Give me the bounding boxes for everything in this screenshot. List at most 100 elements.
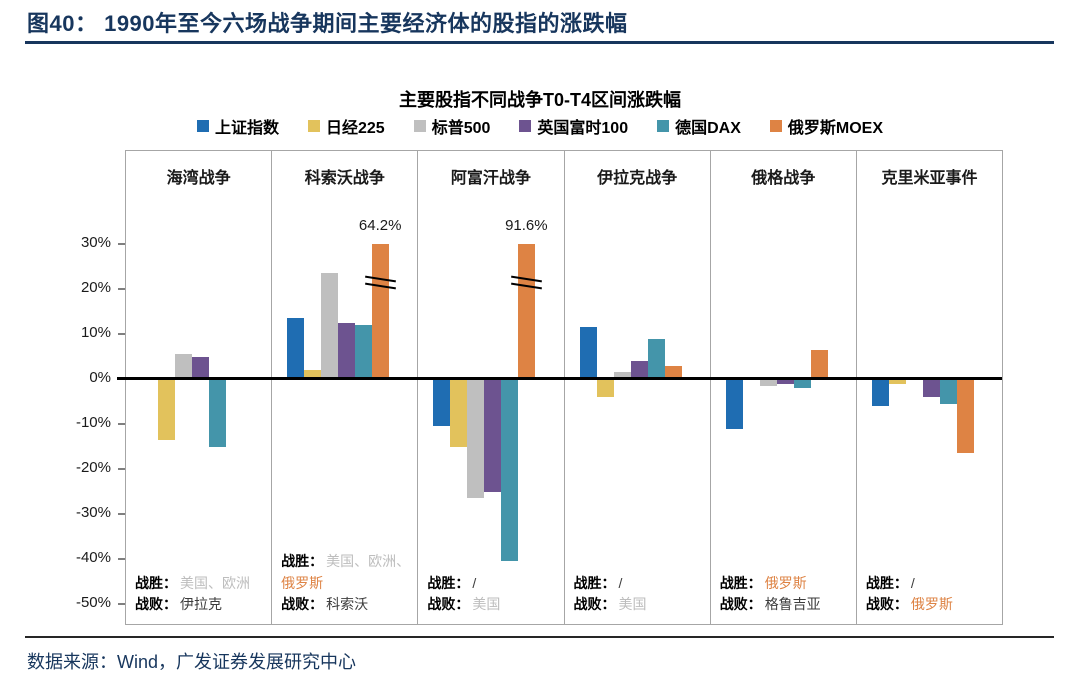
outcome-label: 战胜：	[135, 574, 177, 591]
bar-series-0	[725, 379, 743, 429]
legend-item-series-3: 英国富时100	[519, 114, 628, 138]
outcome-value: 美国	[472, 596, 501, 613]
outcome-label: 战胜：	[719, 574, 762, 591]
outcome-value: 格鲁吉亚	[764, 596, 821, 613]
war-title: 伊拉克战争	[597, 170, 678, 187]
bar-series-1	[450, 379, 468, 447]
bar-series-4	[355, 325, 373, 379]
war-outcome-annotation: 战胜： / 战败： 美国	[427, 573, 559, 616]
outcome-value: 美国	[618, 596, 647, 613]
war-panel-1: 科索沃战争 64.2% 战胜： 美国、欧洲、俄罗斯 战败： 科索沃	[272, 151, 419, 624]
bar-value-label: 91.6%	[505, 217, 548, 234]
outcome-defeated: 战败： 美国	[574, 594, 706, 616]
legend-label: 德国DAX	[675, 120, 741, 137]
y-tick-mark	[118, 288, 125, 290]
outcome-label: 战胜：	[281, 552, 324, 569]
figure-title: 图40： 1990年至今六场战争期间主要经济体的股指的涨跌幅	[27, 11, 628, 36]
outcome-label: 战败：	[573, 596, 616, 613]
outcome-label: 战败：	[427, 596, 470, 613]
outcome-value: 科索沃	[326, 596, 369, 613]
bar-series-1	[158, 379, 175, 440]
outcome-victor: 战胜： /	[427, 573, 559, 595]
bar-series-4	[209, 379, 226, 447]
y-tick-mark	[118, 243, 125, 245]
outcome-label: 战败：	[135, 596, 177, 613]
war-outcome-annotation: 战胜： 俄罗斯 战败： 格鲁吉亚	[720, 573, 852, 616]
legend-label: 上证指数	[214, 120, 279, 137]
y-tick-label: 30%	[80, 234, 111, 251]
bar-series-2	[321, 273, 339, 379]
bar-series-4	[939, 379, 957, 404]
y-tick-mark	[118, 513, 125, 515]
war-panel-4: 俄格战争 战胜： 俄罗斯 战败： 格鲁吉亚	[711, 151, 857, 624]
outcome-victor: 战胜： /	[866, 573, 998, 595]
outcome-defeated: 战败： 科索沃	[281, 594, 413, 616]
y-tick-mark	[118, 468, 125, 470]
bar-series-3	[630, 361, 648, 379]
chart-legend: 上证指数 日经225 标普500 英国富时100 德国DAX 俄罗斯MOEX	[0, 114, 1080, 138]
bar-series-3	[192, 356, 209, 379]
zero-axis-line	[117, 377, 1002, 380]
war-title: 克里米亚事件	[881, 170, 978, 187]
war-outcome-annotation: 战胜： / 战败： 俄罗斯	[866, 573, 998, 616]
war-panel-0: 海湾战争 战胜： 美国、欧洲 战败： 伊拉克	[126, 151, 273, 624]
outcome-label: 战胜：	[573, 574, 616, 591]
war-outcome-annotation: 战胜： 美国、欧洲 战败： 伊拉克	[135, 573, 267, 616]
bar-series-5	[664, 365, 682, 379]
y-tick-mark	[118, 423, 125, 425]
bar-series-3	[776, 379, 794, 384]
outcome-value: /	[618, 574, 623, 591]
y-tick-label: 10%	[80, 324, 111, 341]
bar-series-2	[467, 379, 485, 499]
legend-label: 标普500	[431, 120, 491, 137]
y-tick-label: -50%	[75, 594, 111, 611]
war-panel-5: 克里米亚事件战胜： / 战败： 俄罗斯	[857, 151, 1002, 624]
legend-item-series-4: 德国DAX	[657, 114, 741, 138]
legend-swatch-icon	[657, 120, 670, 132]
bar-series-3	[484, 379, 502, 492]
outcome-victor: 战胜： /	[574, 573, 706, 595]
legend-label: 日经225	[325, 120, 385, 137]
y-tick-label: 0%	[89, 369, 111, 386]
y-tick-mark	[118, 333, 125, 335]
outcome-value: 伊拉克	[180, 596, 222, 613]
war-title: 俄格战争	[751, 170, 816, 187]
war-title: 科索沃战争	[304, 170, 385, 187]
chart-title: 主要股指不同战争T0-T4区间涨跌幅	[398, 90, 681, 110]
y-tick-mark	[118, 558, 125, 560]
war-title: 阿富汗战争	[450, 170, 531, 187]
legend-swatch-icon	[519, 120, 532, 132]
y-tick-label: -10%	[75, 414, 111, 431]
bar-series-2	[613, 372, 631, 379]
legend-swatch-icon	[413, 120, 426, 132]
bar-value-label: 64.2%	[358, 217, 402, 234]
legend-item-series-2: 标普500	[413, 114, 491, 138]
legend-item-series-0: 上证指数	[196, 114, 279, 138]
bar-series-1	[596, 379, 614, 397]
bar-series-3	[922, 379, 940, 397]
bar-series-5	[956, 379, 974, 454]
outcome-label: 战败：	[865, 596, 908, 613]
outcome-label: 战败：	[719, 596, 762, 613]
war-outcome-annotation: 战胜： / 战败： 美国	[574, 573, 706, 616]
bottom-divider-line	[25, 636, 1054, 638]
outcome-value: 俄罗斯	[764, 574, 807, 591]
bar-series-1	[888, 379, 906, 384]
title-divider-line	[25, 41, 1054, 44]
bar-series-4	[793, 379, 811, 388]
legend-swatch-icon	[307, 120, 320, 132]
bar-series-0	[287, 318, 305, 379]
y-tick-label: 20%	[80, 279, 111, 296]
war-outcome-annotation: 战胜： 美国、欧洲、俄罗斯 战败： 科索沃	[281, 551, 413, 616]
outcome-victor: 战胜： 美国、欧洲	[135, 573, 267, 595]
bar-series-0	[433, 379, 451, 427]
bar-series-3	[338, 322, 356, 379]
bar-series-5	[810, 349, 828, 379]
outcome-value: 美国、欧洲、	[326, 552, 411, 569]
outcome-label: 战胜：	[427, 574, 470, 591]
outcome-label: 战败：	[281, 596, 324, 613]
war-panel-2: 阿富汗战争 91.6% 战胜： / 战败： 美国	[418, 151, 565, 624]
war-panel-3: 伊拉克战争 战胜： / 战败： 美国	[565, 151, 711, 624]
outcome-defeated: 战败： 格鲁吉亚	[720, 594, 852, 616]
